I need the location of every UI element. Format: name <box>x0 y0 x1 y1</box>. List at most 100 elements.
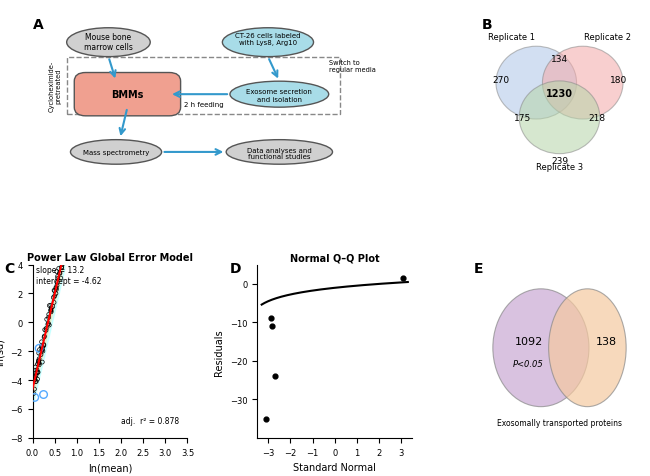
Point <box>36 347 47 355</box>
Point <box>398 275 409 282</box>
Point <box>46 306 56 314</box>
Point <box>55 269 65 277</box>
Point <box>49 288 60 295</box>
Text: E: E <box>474 261 484 276</box>
Text: with Lys8, Arg10: with Lys8, Arg10 <box>239 40 297 46</box>
Text: Exosome secretion: Exosome secretion <box>246 89 312 95</box>
Point <box>51 284 61 292</box>
Text: C: C <box>5 261 15 276</box>
Point <box>44 322 55 329</box>
Point <box>57 264 67 271</box>
Text: CT-26 cells labeled: CT-26 cells labeled <box>235 33 301 39</box>
Text: slope = 13.2: slope = 13.2 <box>36 265 84 274</box>
Point <box>29 374 40 381</box>
Point <box>30 373 40 380</box>
Text: Replicate 3: Replicate 3 <box>536 163 583 172</box>
Point <box>57 265 67 272</box>
Point <box>46 307 56 315</box>
Text: 218: 218 <box>588 114 605 122</box>
Point <box>29 377 39 385</box>
Point <box>44 302 55 310</box>
Text: intercept = -4.62: intercept = -4.62 <box>36 277 101 286</box>
Point <box>43 321 53 328</box>
Point <box>31 378 42 386</box>
Ellipse shape <box>222 29 313 58</box>
Point <box>51 286 62 294</box>
Point <box>41 325 51 332</box>
Text: Exosomally transported proteins: Exosomally transported proteins <box>497 418 622 427</box>
Point <box>31 378 41 386</box>
Text: Mass spectrometry: Mass spectrometry <box>83 149 150 156</box>
Text: 175: 175 <box>514 114 531 122</box>
X-axis label: Standard Normal: Standard Normal <box>293 462 376 472</box>
Point <box>34 359 44 367</box>
Point <box>39 333 49 340</box>
Text: 180: 180 <box>610 76 627 84</box>
Point <box>29 394 40 401</box>
Point <box>38 341 49 349</box>
Ellipse shape <box>543 47 623 120</box>
Text: 270: 270 <box>492 76 509 84</box>
Point <box>48 294 58 302</box>
Point <box>34 346 45 354</box>
Point <box>57 258 67 266</box>
Point <box>34 345 44 352</box>
Text: and isolation: and isolation <box>257 96 302 102</box>
Point <box>55 252 66 259</box>
Point <box>31 363 41 371</box>
Point <box>38 391 49 398</box>
Text: 239: 239 <box>551 157 568 166</box>
Point <box>40 326 50 334</box>
Point <box>32 376 43 383</box>
Text: adj.  r² = 0.878: adj. r² = 0.878 <box>121 416 179 426</box>
Point <box>46 302 56 309</box>
Ellipse shape <box>230 82 329 108</box>
Point <box>49 287 59 295</box>
Point <box>52 279 62 287</box>
Point <box>41 327 51 335</box>
Point <box>30 370 40 377</box>
Point <box>55 270 65 278</box>
Point <box>32 369 43 377</box>
Title: Normal Q–Q Plot: Normal Q–Q Plot <box>290 253 380 263</box>
Ellipse shape <box>549 289 626 407</box>
Text: Replicate 2: Replicate 2 <box>584 33 631 42</box>
Point <box>39 334 49 341</box>
Text: 1230: 1230 <box>546 89 573 99</box>
Ellipse shape <box>67 29 150 58</box>
Point <box>46 304 57 312</box>
Y-axis label: ln(sd): ln(sd) <box>0 337 5 366</box>
Text: A: A <box>32 18 44 32</box>
Point <box>47 303 58 311</box>
Point <box>29 376 40 384</box>
Point <box>34 359 44 367</box>
Point <box>49 299 59 307</box>
Ellipse shape <box>226 140 333 165</box>
Text: Mouse bone: Mouse bone <box>85 33 131 42</box>
Point <box>53 273 63 281</box>
Point <box>32 369 42 377</box>
Point <box>51 285 61 292</box>
Point <box>57 261 68 268</box>
Point <box>29 386 40 393</box>
Point <box>56 257 66 264</box>
Text: P<0.05: P<0.05 <box>513 359 544 368</box>
Point <box>42 316 52 324</box>
Text: marrow cells: marrow cells <box>84 43 133 52</box>
Ellipse shape <box>496 47 577 120</box>
Point <box>34 349 44 357</box>
Point <box>36 338 47 346</box>
Point <box>46 307 56 314</box>
Point <box>52 282 62 289</box>
Title: Power Law Global Error Model: Power Law Global Error Model <box>27 253 193 263</box>
Point <box>36 343 47 351</box>
Point <box>51 290 61 298</box>
Point <box>46 308 57 316</box>
Text: Switch to
regular media: Switch to regular media <box>329 60 376 73</box>
Point <box>53 265 64 273</box>
Ellipse shape <box>493 289 589 407</box>
Point <box>266 323 277 330</box>
Ellipse shape <box>70 140 162 165</box>
Point <box>53 275 63 283</box>
Text: D: D <box>229 261 241 276</box>
